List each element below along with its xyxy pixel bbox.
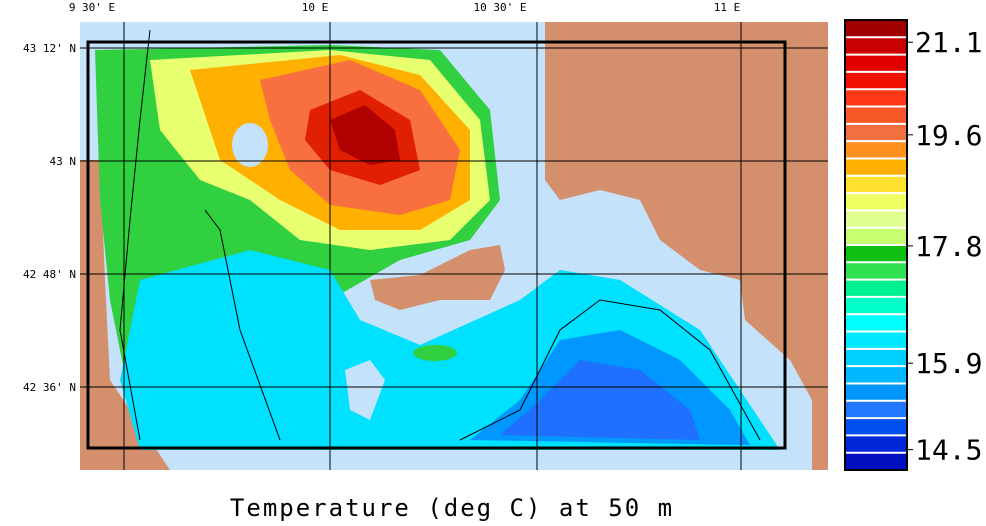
field [330, 105, 400, 165]
colorbar-band [845, 348, 907, 367]
colorbar-band [845, 262, 907, 280]
colorbar-band [845, 452, 907, 470]
island [345, 360, 385, 420]
field [413, 345, 457, 361]
domain-box [86, 40, 787, 450]
land [80, 160, 170, 470]
colorbar-band [845, 20, 907, 38]
lat-label: 42 36' N [23, 381, 76, 394]
colorbar-band [845, 400, 907, 419]
colorbar-band [845, 54, 907, 72]
colorbar-label: 21.1 [915, 26, 982, 59]
island [232, 123, 268, 167]
island [370, 245, 505, 310]
map-title: Temperature (deg C) at 50 m [230, 494, 674, 522]
field [500, 360, 700, 440]
colorbar-band [845, 158, 907, 176]
colorbar-band [845, 296, 907, 315]
colorbar-band [845, 141, 907, 159]
colorbar-band [845, 435, 907, 453]
colorbar-label: 15.9 [915, 347, 982, 380]
isobath [204, 209, 281, 441]
colorbar-band [845, 279, 907, 297]
colorbar: 21.1 19.6 17.8 15.9 14.5 [844, 19, 982, 471]
colorbar-label: 17.8 [915, 230, 982, 263]
colorbar-band [845, 383, 907, 401]
lon-label: 10 E [302, 1, 329, 14]
lon-label: 11 E [714, 1, 741, 14]
colorbar-band [845, 314, 907, 332]
colorbar-band [845, 106, 907, 124]
lat-label: 42 48' N [23, 268, 76, 281]
lon-label: 10 30' E [474, 1, 527, 14]
isobath [119, 29, 151, 441]
colorbar-label: 14.5 [915, 434, 982, 467]
colorbar-band [845, 331, 907, 349]
colorbar-band [845, 71, 907, 90]
lon-label: 9 30' E [69, 1, 115, 14]
colorbar-frame [844, 19, 908, 471]
grid [80, 22, 828, 470]
colorbar-band [845, 418, 907, 436]
colorbar-band [845, 123, 907, 142]
colorbar-label: 19.6 [915, 119, 982, 152]
isobath [459, 299, 761, 441]
colorbar-band [845, 37, 907, 55]
lat-label: 43 12' N [23, 42, 76, 55]
colorbar-band [845, 89, 907, 107]
land [545, 22, 828, 470]
colorbar-band [845, 175, 907, 194]
colorbar-band [845, 366, 907, 384]
lat-label: 43 N [50, 155, 77, 168]
colorbar-band [845, 193, 907, 211]
map [80, 22, 828, 470]
colorbar-band [845, 210, 907, 228]
colorbar-band [845, 227, 907, 245]
colorbar-band [845, 245, 907, 263]
